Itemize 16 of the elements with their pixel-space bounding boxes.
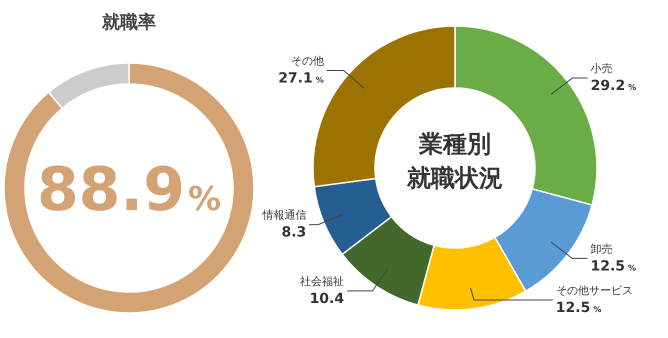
slice-label: 情報通信 [261,208,306,222]
slice-label: その他サービス [556,284,633,297]
data-label: 10.4 [310,290,344,307]
data-label: 88.9% [36,155,222,225]
donut-slice [3,62,255,314]
data-label: 27.1% [278,70,324,86]
slice-label: 小売 [590,62,613,76]
data-label: 29.2% [590,78,636,94]
chart-title: 就職率 [101,12,156,33]
text: 業種別就職状況 [406,130,503,192]
data-label: 12.5% [590,258,636,274]
data-label: 12.5% [556,300,602,316]
slice-label: 卸売 [590,242,612,256]
data-label: 8.3 [281,224,306,241]
slice-label: 社会福祉 [300,274,344,288]
slice-label: その他 [290,54,324,68]
